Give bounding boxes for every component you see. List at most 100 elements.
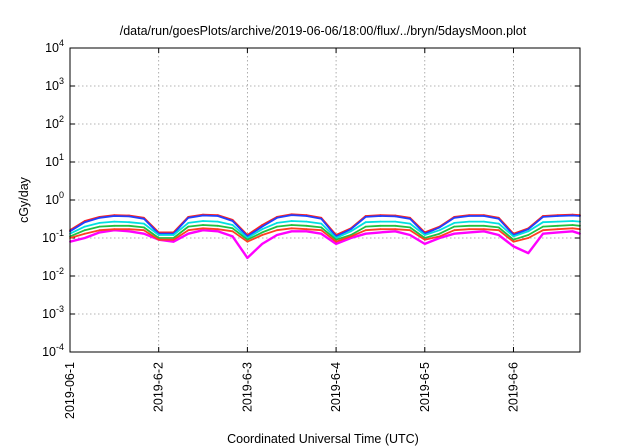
- y-tick-label: 102: [45, 114, 64, 131]
- data-point: [483, 230, 485, 233]
- series-line: [69, 214, 581, 238]
- data-point: [394, 215, 397, 218]
- data-point: [497, 234, 500, 236]
- data-point: [83, 225, 86, 228]
- data-point: [83, 237, 86, 239]
- data-point: [409, 226, 411, 229]
- data-point: [202, 214, 204, 217]
- data-point: [453, 232, 456, 235]
- y-tick-label: 101: [45, 152, 64, 169]
- data-point: [305, 220, 308, 223]
- series-line: [69, 227, 581, 243]
- data-point: [216, 228, 219, 231]
- data-point: [157, 238, 160, 241]
- data-point: [483, 228, 485, 231]
- data-point: [276, 225, 278, 228]
- data-point: [394, 228, 397, 231]
- data-point: [542, 221, 544, 224]
- data-point: [423, 243, 426, 245]
- data-point: [143, 217, 145, 220]
- data-point: [172, 234, 175, 236]
- data-point: [571, 224, 574, 226]
- data-point: [542, 216, 544, 218]
- data-point: [290, 224, 293, 226]
- data-point: [556, 215, 559, 217]
- data-point: [556, 228, 559, 231]
- y-tick-label: 10-3: [42, 304, 64, 321]
- y-tick-label: 10-1: [42, 228, 64, 245]
- data-point: [320, 217, 323, 220]
- data-point: [143, 222, 145, 225]
- data-point: [113, 228, 116, 231]
- data-point: [379, 220, 382, 223]
- data-point: [187, 229, 190, 232]
- data-point: [276, 234, 278, 236]
- data-point: [335, 240, 337, 243]
- data-point: [113, 215, 116, 217]
- data-point: [231, 227, 234, 230]
- data-point: [128, 224, 131, 227]
- data-point: [98, 225, 101, 228]
- data-point: [216, 230, 219, 233]
- data-point: [409, 229, 411, 232]
- data-point: [187, 216, 190, 219]
- data-point: [98, 229, 101, 232]
- data-point: [379, 231, 382, 234]
- data-point: [143, 226, 145, 229]
- data-point: [290, 214, 293, 217]
- data-point: [571, 214, 574, 217]
- data-point: [556, 231, 559, 234]
- data-point: [468, 215, 470, 217]
- data-point: [497, 229, 500, 232]
- data-point: [527, 228, 530, 231]
- data-point: [216, 215, 219, 217]
- data-point: [128, 228, 131, 231]
- data-point: [231, 224, 234, 226]
- data-point: [143, 229, 145, 232]
- data-point: [305, 215, 308, 217]
- data-point: [527, 252, 530, 255]
- data-point: [128, 230, 131, 233]
- data-point: [83, 221, 86, 224]
- data-point: [98, 222, 101, 224]
- data-point: [409, 222, 411, 225]
- data-point: [483, 220, 485, 223]
- data-point: [512, 238, 515, 241]
- data-point: [350, 237, 352, 239]
- data-point: [305, 228, 308, 231]
- x-tick-label: 2019-6-2: [152, 362, 166, 412]
- data-point: [438, 229, 441, 232]
- data-point: [571, 230, 574, 233]
- data-point: [364, 221, 367, 224]
- data-point: [468, 224, 470, 227]
- grid: [70, 48, 580, 352]
- data-point: [468, 228, 470, 231]
- x-tick-label: 2019-6-5: [418, 362, 432, 412]
- data-point: [305, 224, 308, 227]
- data-point: [113, 224, 116, 227]
- x-tick-label: 2019-6-3: [240, 362, 254, 412]
- data-point: [483, 215, 485, 217]
- data-point: [527, 230, 530, 233]
- data-point: [364, 225, 367, 228]
- data-point: [468, 220, 470, 223]
- data-point: [335, 243, 337, 245]
- data-point: [290, 230, 293, 233]
- data-point: [453, 229, 456, 232]
- data-point: [497, 226, 500, 229]
- data-point: [350, 235, 352, 238]
- data-point: [542, 225, 544, 228]
- data-point: [261, 228, 264, 231]
- data-point: [98, 216, 101, 219]
- data-point: [423, 238, 426, 241]
- data-point: [438, 235, 441, 238]
- data-point: [246, 257, 249, 259]
- data-point: [556, 224, 559, 227]
- data-point: [231, 230, 234, 233]
- data-point: [231, 220, 234, 222]
- series-line: [69, 220, 581, 239]
- data-point: [83, 229, 86, 232]
- data-point: [350, 230, 352, 233]
- data-point: [364, 232, 367, 235]
- data-point: [468, 231, 470, 234]
